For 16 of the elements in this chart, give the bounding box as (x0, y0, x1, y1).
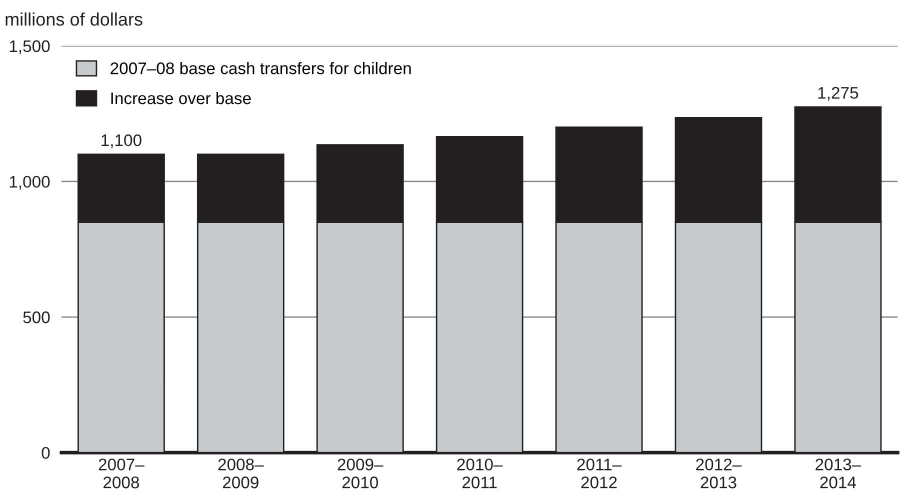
legend-label: 2007–08 base cash transfers for children (110, 62, 411, 74)
x-tick-label: 2007– 2008 (98, 458, 144, 488)
y-tick-label: 0 (42, 446, 50, 459)
y-tick-label: 1,500 (10, 40, 50, 54)
x-tick-label: 2012– 2013 (696, 458, 742, 488)
legend-label: Increase over base (111, 92, 251, 104)
x-tick-label: 2010– 2011 (457, 458, 503, 488)
total-label: 1,275 (818, 86, 858, 101)
y-axis-title: millions of dollars (6, 12, 142, 26)
y-tick-label: 500 (23, 311, 50, 324)
x-tick-label: 2011– 2012 (577, 458, 622, 488)
x-tick-label: 2009– 2010 (338, 458, 384, 488)
x-tick-label: 2008– 2009 (218, 458, 264, 488)
y-tick-label: 1,000 (10, 176, 50, 190)
total-label: 1,100 (102, 134, 142, 148)
x-tick-label: 2013– 2014 (816, 458, 862, 488)
